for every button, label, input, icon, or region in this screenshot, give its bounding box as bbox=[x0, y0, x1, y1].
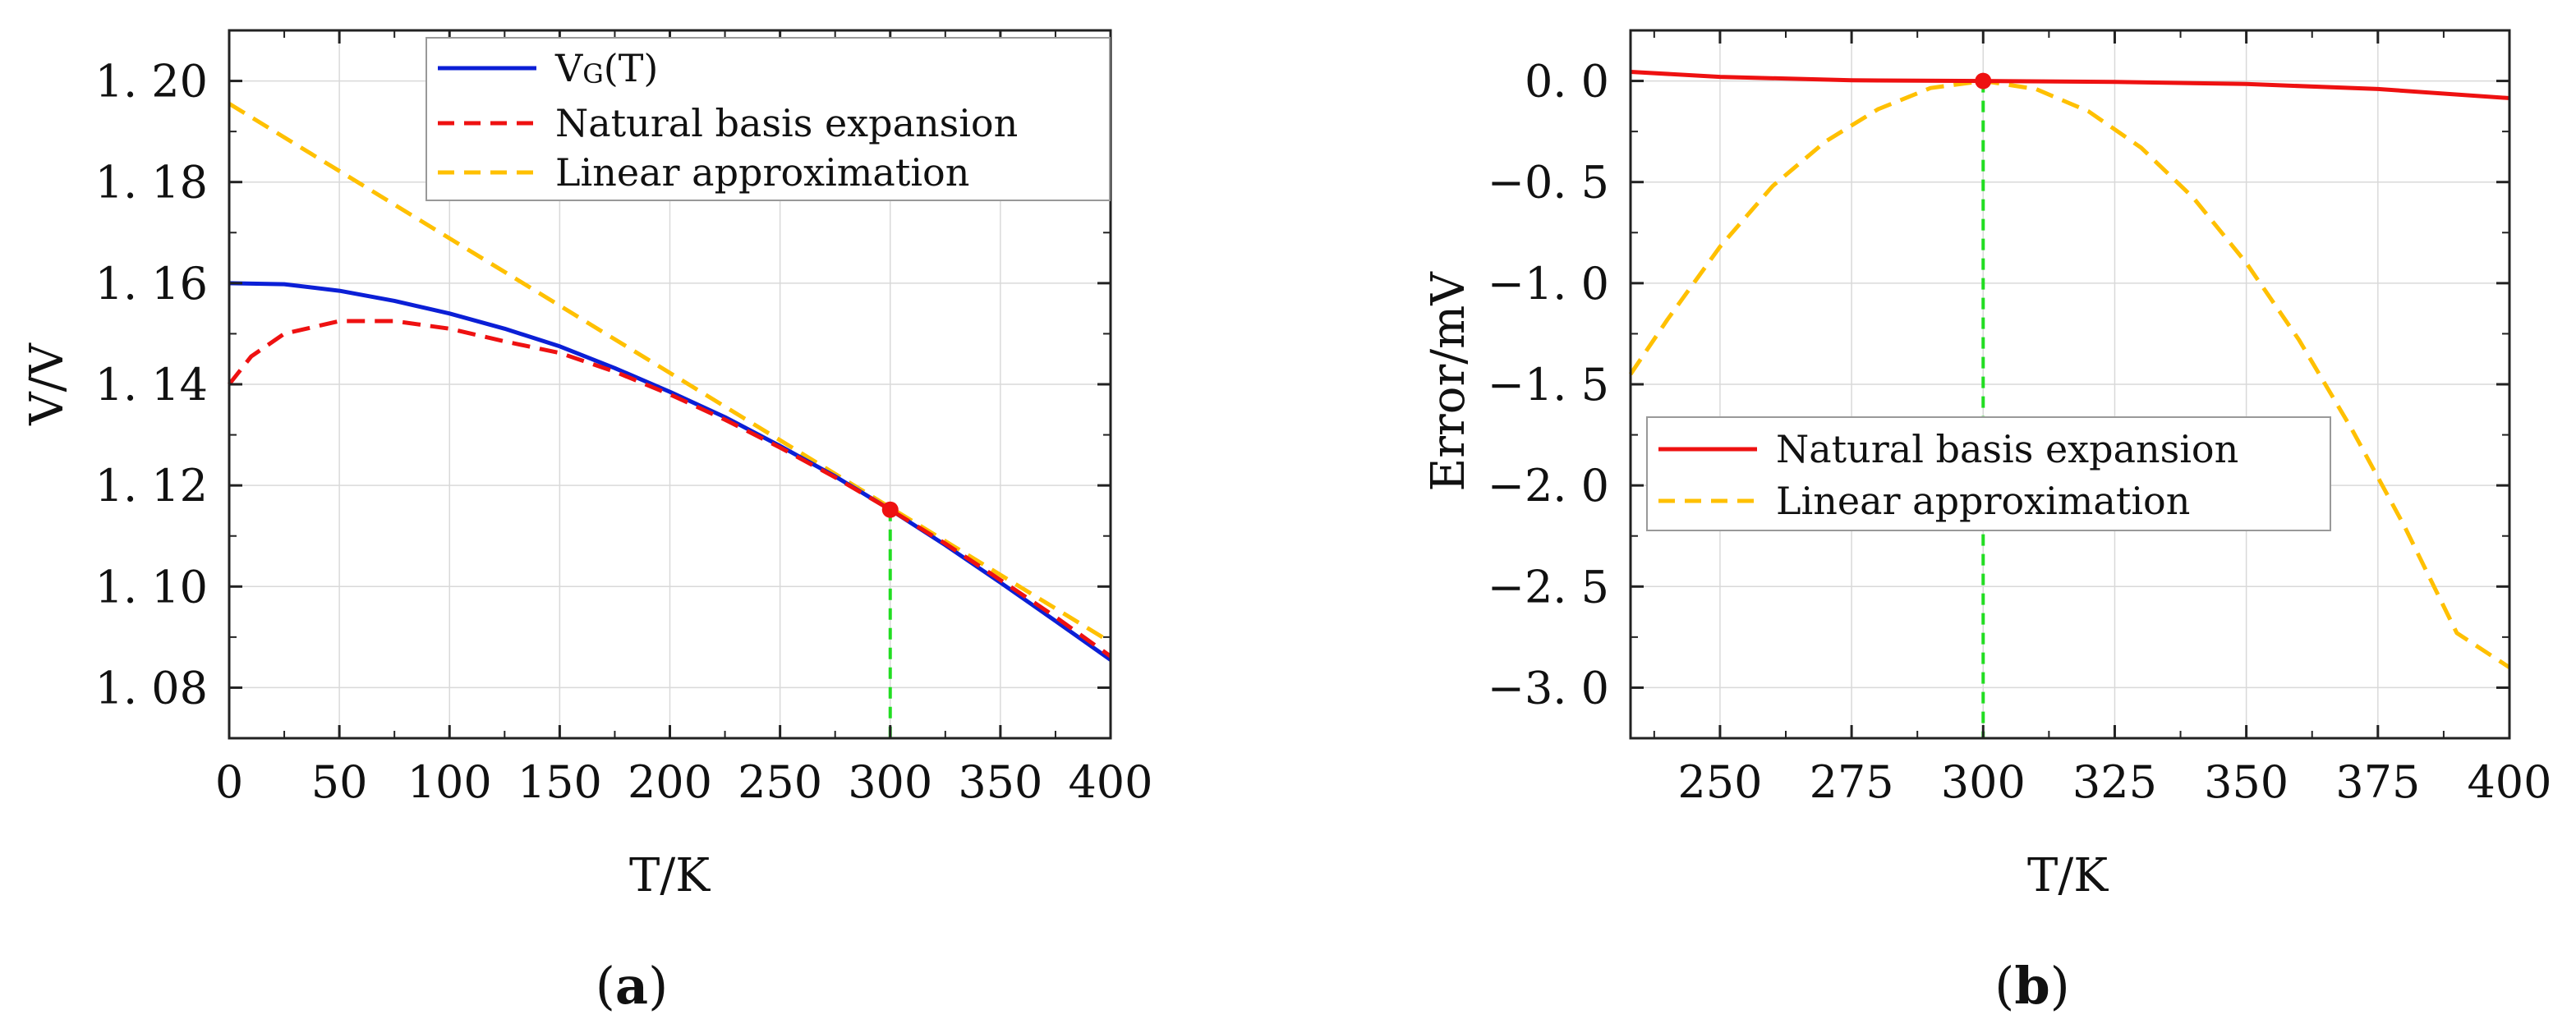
x-tick-label: 275 bbox=[1810, 756, 1894, 808]
x-tick-label: 350 bbox=[2204, 756, 2288, 808]
legend-label-vg: VG(T) bbox=[554, 46, 658, 90]
series-line-natural-basis-expansion bbox=[1630, 70, 2510, 100]
x-tick-label: 300 bbox=[848, 756, 932, 808]
panel-a-series bbox=[228, 102, 1112, 738]
x-tick-label: 200 bbox=[628, 756, 712, 808]
y-tick-label: 1. 12 bbox=[95, 460, 208, 512]
x-tick-label: 325 bbox=[2072, 756, 2157, 808]
x-tick-label: 400 bbox=[1068, 756, 1152, 808]
panel-a: 0 50 100 150 200 250 300 350 400 1. 08 1. 10 1. 12 1… bbox=[21, 29, 1153, 902]
caption-b: (b) bbox=[1994, 956, 2070, 1016]
x-tick-label: 400 bbox=[2467, 756, 2551, 808]
x-tick-label: 350 bbox=[958, 756, 1042, 808]
x-tick-label: 300 bbox=[1941, 756, 2026, 808]
series-line-natural-basis-expansion bbox=[228, 319, 1112, 659]
legend-label-natural: Natural basis expansion bbox=[555, 101, 1018, 145]
panel-b-series bbox=[1628, 70, 2511, 738]
panel-b-ticks bbox=[1631, 30, 2511, 739]
x-tick-label: 375 bbox=[2335, 756, 2420, 808]
panel-b-tick-labels: 250 275 300 325 350 375 400 0. 0 −0. 5 −1. 0 −1. 5… bbox=[1488, 56, 2552, 808]
panel-a-legend-box bbox=[426, 37, 1111, 201]
panel-a-xlabel: T/K bbox=[629, 849, 711, 902]
panel-b-ylabel: Error/mV bbox=[1422, 271, 1475, 492]
y-tick-label: 0. 0 bbox=[1525, 56, 1609, 108]
y-tick-label: −1. 0 bbox=[1488, 258, 1609, 310]
y-tick-label: 1. 20 bbox=[95, 56, 208, 108]
panel-b-legend: Natural basis expansion Linear approxima… bbox=[1646, 416, 2331, 531]
panel-a-ylabel: V/V bbox=[21, 342, 74, 426]
reference-point-marker bbox=[1975, 72, 1992, 90]
panel-b: 250 275 300 325 350 375 400 0. 0 −0. 5 −1. 0 −1. 5… bbox=[1422, 29, 2552, 902]
panel-a-legend: VG(T) Natural basis expansion Linear app… bbox=[426, 37, 1111, 201]
panel-a-tick-labels: 0 50 100 150 200 250 300 350 400 1. 08 1. 10 1. 12 1… bbox=[95, 56, 1153, 808]
y-tick-label: −2. 5 bbox=[1488, 561, 1609, 613]
x-tick-label: 150 bbox=[518, 756, 602, 808]
x-tick-label: 250 bbox=[1677, 756, 1762, 808]
x-tick-label: 0 bbox=[215, 756, 243, 808]
y-tick-label: −2. 0 bbox=[1488, 460, 1609, 512]
series-line-linear-approximation bbox=[228, 102, 1112, 645]
y-tick-label: 1. 16 bbox=[95, 258, 208, 310]
legend-label-linear: Linear approximation bbox=[555, 150, 969, 195]
legend-label-linear-b: Linear approximation bbox=[1776, 479, 2190, 523]
y-tick-label: −3. 0 bbox=[1488, 662, 1609, 714]
reference-point-marker bbox=[881, 501, 899, 518]
x-tick-label: 100 bbox=[407, 756, 492, 808]
y-tick-label: 1. 14 bbox=[95, 359, 208, 411]
legend-label-natural-b: Natural basis expansion bbox=[1776, 427, 2238, 471]
x-tick-label: 250 bbox=[738, 756, 822, 808]
y-tick-label: 1. 18 bbox=[95, 157, 208, 209]
panel-b-legend-box bbox=[1646, 416, 2331, 531]
series-line-linear-approximation bbox=[1628, 79, 2511, 669]
caption-a: (a) bbox=[596, 956, 669, 1016]
x-tick-label: 50 bbox=[311, 756, 368, 808]
y-tick-label: −0. 5 bbox=[1488, 157, 1609, 209]
y-tick-label: 1. 08 bbox=[95, 662, 208, 714]
y-tick-label: 1. 10 bbox=[95, 561, 208, 613]
y-tick-label: −1. 5 bbox=[1488, 359, 1609, 411]
panel-b-grid bbox=[1631, 30, 2510, 738]
panel-b-xlabel: T/K bbox=[2027, 849, 2109, 902]
